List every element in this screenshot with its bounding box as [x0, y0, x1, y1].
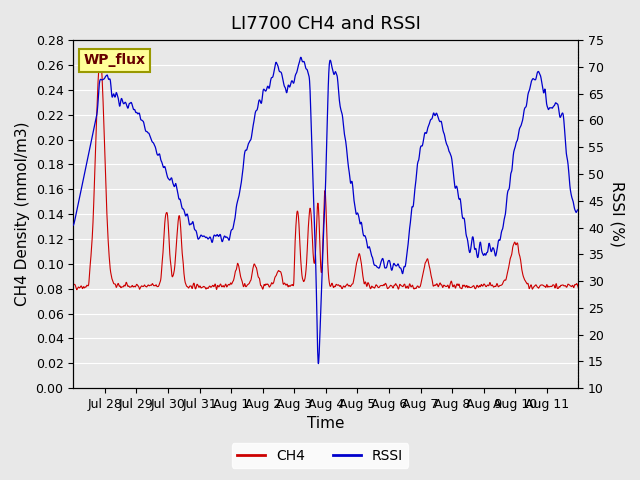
X-axis label: Time: Time [307, 417, 344, 432]
Text: WP_flux: WP_flux [83, 53, 145, 68]
Y-axis label: RSSI (%): RSSI (%) [610, 181, 625, 247]
Title: LI7700 CH4 and RSSI: LI7700 CH4 and RSSI [231, 15, 420, 33]
Y-axis label: CH4 Density (mmol/m3): CH4 Density (mmol/m3) [15, 122, 30, 306]
Legend: CH4, RSSI: CH4, RSSI [232, 443, 408, 468]
